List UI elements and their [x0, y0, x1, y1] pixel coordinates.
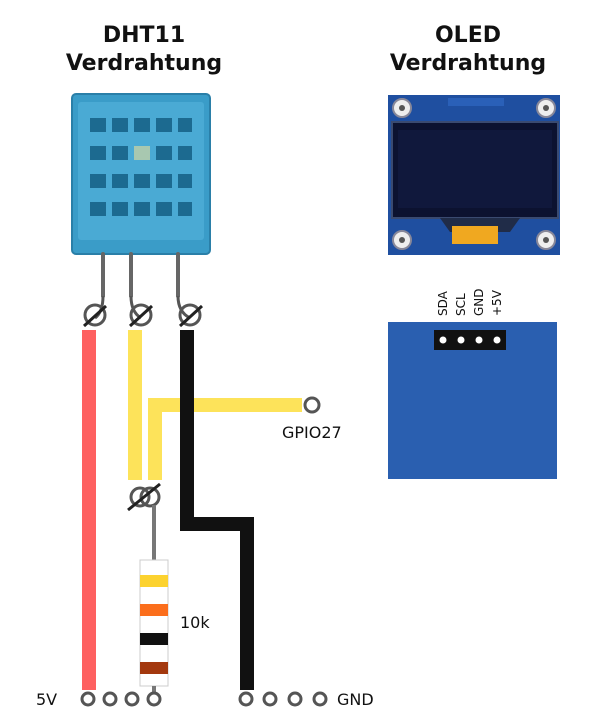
dht11-legs	[101, 252, 180, 298]
dht11-title-line2: Verdrahtung	[65, 51, 223, 76]
vcc-label: 5V	[36, 690, 57, 709]
gnd-label: GND	[337, 690, 374, 709]
dht11-leg-terminals	[82, 295, 204, 328]
data-wire-down	[128, 330, 142, 480]
gpio-terminal	[303, 396, 321, 414]
oled-title: OLED Verdrahtung	[348, 22, 588, 78]
gnd-wire	[180, 330, 254, 690]
resistor-10k	[139, 559, 169, 687]
oled-pin-5v: +5V	[490, 289, 504, 316]
bottom-rail	[80, 691, 328, 707]
resistor-lead-bottom	[152, 686, 156, 694]
oled-module-photo	[388, 95, 560, 255]
resistor-label: 10k	[180, 613, 210, 632]
dht11-sensor	[71, 93, 211, 255]
oled-pin-scl: SCL	[454, 293, 468, 316]
gpio-label: GPIO27	[282, 423, 342, 442]
data-wire-gpio	[148, 398, 302, 480]
vcc-wire	[82, 330, 96, 690]
oled-module-block	[388, 322, 557, 479]
oled-pin-sda: SDA	[436, 290, 450, 316]
oled-title-line2: Verdrahtung	[389, 51, 547, 76]
oled-pin-gnd: GND	[472, 288, 486, 316]
resistor-junction	[127, 482, 161, 512]
dht11-title: DHT11 Verdrahtung	[24, 22, 264, 78]
dht11-title-line1: DHT11	[102, 23, 186, 48]
resistor-lead	[152, 505, 156, 561]
oled-title-line1: OLED	[434, 23, 501, 48]
